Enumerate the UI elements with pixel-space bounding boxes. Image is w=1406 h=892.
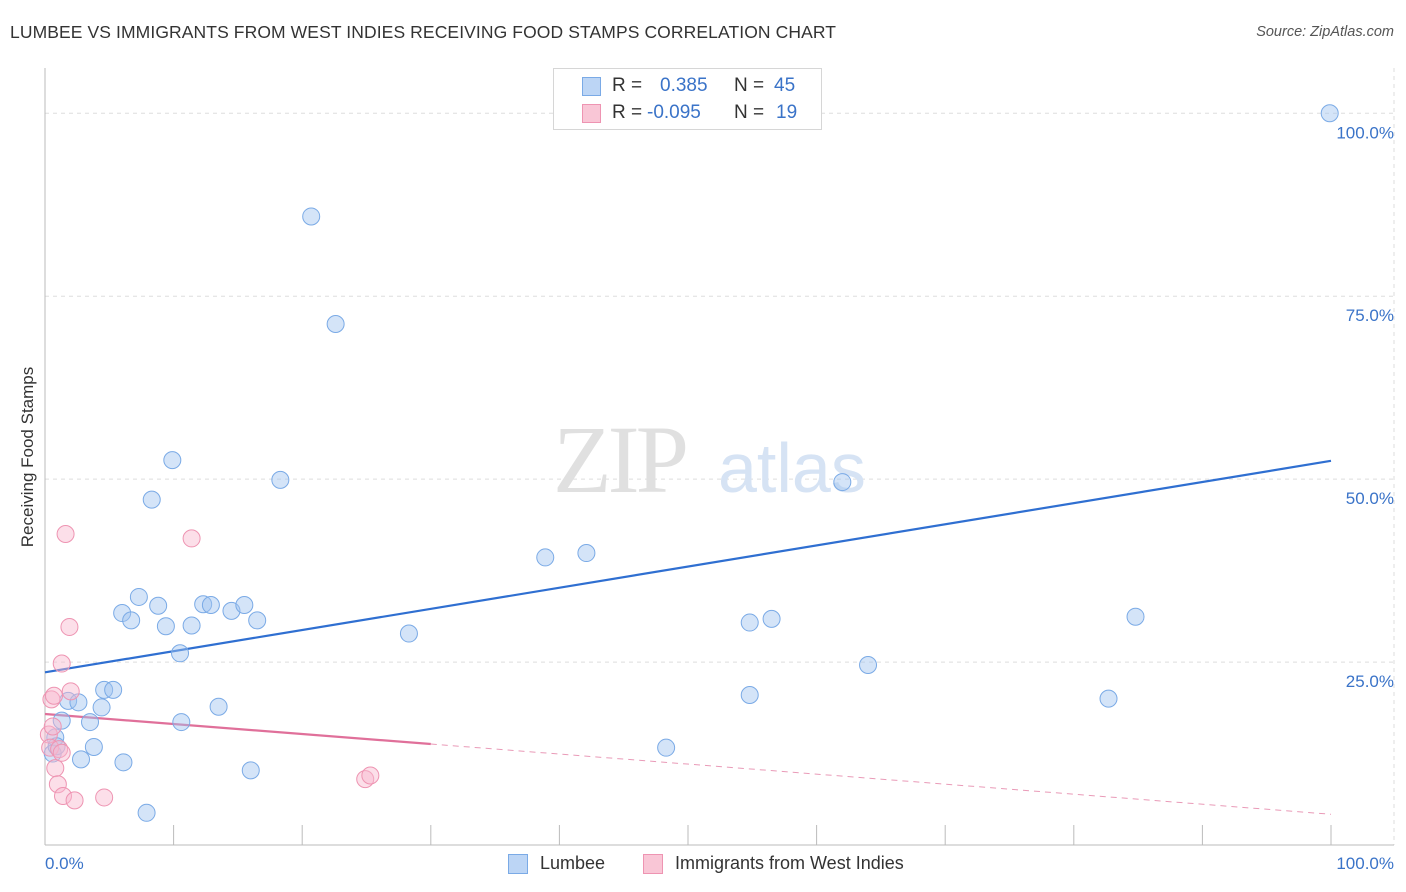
legend-swatch-west-indies: [582, 104, 601, 123]
point-lumbee: [248, 611, 267, 630]
legend-n-label: N =: [734, 102, 765, 123]
trend-line-lumbee: [44, 459, 1332, 674]
legend-n-value: 45: [774, 75, 796, 96]
point-lumbee: [1099, 689, 1118, 708]
legend-r-value: -0.095: [647, 102, 701, 123]
point-lumbee: [104, 680, 123, 699]
point-lumbee: [1320, 104, 1339, 123]
axes: [44, 68, 1394, 846]
series-label-west-indies: Immigrants from West Indies: [675, 853, 904, 873]
point-lumbee: [657, 738, 676, 757]
point-west-indies: [48, 775, 67, 794]
point-west-indies: [56, 525, 75, 544]
series-swatch-west-indies: [643, 854, 663, 874]
point-lumbee: [114, 753, 133, 772]
point-west-indies: [45, 686, 64, 705]
point-lumbee: [762, 609, 781, 628]
point-lumbee: [201, 595, 220, 614]
point-lumbee: [209, 697, 228, 716]
series-legend: Lumbee Immigrants from West Indies: [0, 852, 1406, 876]
point-lumbee: [182, 616, 201, 635]
point-lumbee: [271, 470, 290, 489]
point-lumbee: [235, 595, 254, 614]
point-lumbee: [95, 680, 114, 699]
legend-swatch-lumbee: [582, 77, 601, 96]
correlation-legend: R = 0.385 N = 45 R = -0.095 N = 19: [553, 68, 822, 130]
point-west-indies: [356, 770, 375, 789]
point-lumbee: [1126, 607, 1145, 626]
x-tick-label-max: 100.0%: [1336, 854, 1394, 873]
legend-n-label: N =: [734, 75, 765, 96]
point-lumbee: [84, 737, 103, 756]
point-west-indies: [60, 617, 79, 636]
point-lumbee: [129, 587, 148, 606]
point-west-indies: [95, 788, 114, 807]
legend-row-lumbee: R = 0.385 N = 45: [554, 74, 823, 100]
legend-r-label: R =: [612, 102, 643, 123]
point-west-indies: [54, 786, 73, 805]
point-lumbee: [536, 548, 555, 567]
point-west-indies: [46, 759, 65, 778]
point-west-indies: [52, 743, 71, 762]
point-lumbee: [194, 595, 213, 614]
series-swatch-lumbee: [508, 854, 528, 874]
point-lumbee: [859, 655, 878, 674]
legend-r-label: R =: [612, 75, 643, 96]
point-lumbee: [72, 750, 91, 769]
point-lumbee: [52, 711, 71, 730]
point-lumbee: [326, 315, 345, 334]
point-west-indies: [41, 738, 60, 757]
data-points: [39, 104, 1339, 822]
point-lumbee: [122, 611, 141, 630]
trend-line-west-indies: [44, 712, 431, 746]
y-tick-label: 100.0%: [1336, 123, 1394, 142]
point-lumbee: [740, 685, 759, 704]
point-lumbee: [113, 604, 132, 623]
legend-r-value: 0.385: [660, 75, 708, 96]
watermark-atlas: atlas: [718, 429, 866, 507]
point-lumbee: [156, 617, 175, 636]
trend-line-west-indies-extension: [430, 743, 1332, 815]
watermark: ZIP atlas: [553, 406, 866, 513]
point-lumbee: [302, 207, 321, 226]
series-label-lumbee: Lumbee: [540, 853, 606, 873]
chart-title: LUMBEE VS IMMIGRANTS FROM WEST INDIES RE…: [10, 22, 837, 42]
watermark-zip: ZIP: [553, 406, 686, 513]
y-axis-title: Receiving Food Stamps: [18, 367, 37, 547]
point-lumbee: [172, 713, 191, 732]
point-lumbee: [163, 451, 182, 470]
point-lumbee: [137, 803, 156, 822]
y-tick-label: 75.0%: [1346, 306, 1394, 325]
point-lumbee: [740, 613, 759, 632]
tick-labels: 25.0% 50.0% 75.0% 100.0% 0.0% 100.0%: [45, 123, 1394, 873]
point-west-indies: [65, 791, 84, 810]
legend-row-west-indies: R = -0.095 N = 19: [554, 101, 823, 127]
point-lumbee: [142, 490, 161, 509]
point-lumbee: [171, 644, 190, 663]
point-west-indies: [43, 717, 62, 736]
point-lumbee: [833, 473, 852, 492]
y-tick-label: 25.0%: [1346, 672, 1394, 691]
point-lumbee: [92, 698, 111, 717]
x-tick-label-min: 0.0%: [45, 854, 84, 873]
y-tick-label: 50.0%: [1346, 489, 1394, 508]
trend-lines: [44, 459, 1332, 815]
point-lumbee: [399, 624, 418, 643]
point-lumbee: [241, 761, 260, 780]
point-west-indies: [61, 682, 80, 701]
point-lumbee: [81, 713, 100, 732]
point-lumbee: [149, 596, 168, 615]
point-lumbee: [577, 544, 596, 563]
point-west-indies: [361, 766, 380, 785]
point-west-indies: [182, 529, 201, 548]
legend-n-value: 19: [776, 102, 798, 123]
source-note: Source: ZipAtlas.com: [1256, 24, 1394, 40]
point-west-indies: [52, 654, 71, 673]
